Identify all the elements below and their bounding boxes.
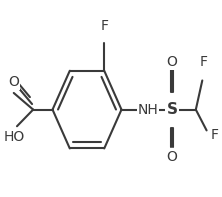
Text: O: O — [8, 75, 19, 89]
Text: O: O — [167, 55, 178, 69]
Text: NH: NH — [138, 103, 159, 117]
Text: HO: HO — [3, 130, 24, 144]
Text: F: F — [100, 19, 108, 33]
Text: S: S — [167, 102, 178, 117]
Text: F: F — [199, 55, 207, 69]
Text: O: O — [167, 150, 178, 164]
Text: F: F — [210, 128, 218, 142]
